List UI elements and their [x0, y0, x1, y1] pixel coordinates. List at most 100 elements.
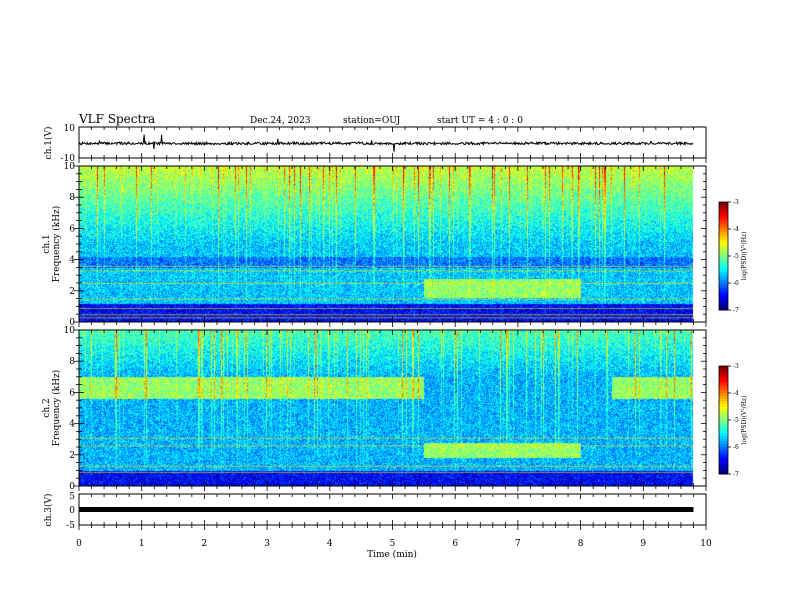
colorbar-swatch [719, 245, 728, 249]
colorbar-swatch [719, 226, 728, 230]
ch2-spectrogram-ytick-labels: 0 2 4 6 8 10 [64, 326, 76, 492]
colorbar-swatch [719, 422, 728, 426]
ch1-spectrogram-ylabel-channel: ch.1 [42, 234, 52, 253]
colorbar-swatch [719, 452, 728, 456]
colorbar-swatch [719, 291, 728, 295]
freq-tick-label: 6 [69, 224, 75, 234]
ch1-waveform-trace [78, 134, 694, 152]
freq-tick-label: 0 [69, 318, 75, 328]
station-label: station=OUJ [343, 116, 401, 126]
freq-tick-label: 4 [69, 420, 75, 430]
colorbar-swatch [719, 231, 728, 235]
ch2-spectrogram-panel: 0 2 4 6 8 10 ch.2 Frequency (kHz) [42, 326, 707, 492]
colorbar-swatch [719, 280, 728, 284]
colorbar-swatch [719, 266, 728, 270]
colorbar-swatch [719, 299, 728, 303]
colorbar-swatch [719, 293, 728, 297]
colorbar-swatch [719, 220, 728, 225]
colorbar-swatch [719, 393, 728, 397]
time-tick-label: 0 [76, 539, 82, 549]
colorbar-swatch [719, 237, 728, 241]
colorbar-swatch [719, 471, 728, 475]
colorbar-swatch [719, 239, 728, 243]
colorbar-tick-label: -4 [733, 390, 739, 397]
time-tick-label: 3 [264, 539, 270, 549]
ch3-waveform-ticks [78, 494, 707, 530]
colorbar-swatch [719, 202, 728, 206]
colorbar-label: log(PSD)(V²/Hz) [741, 396, 748, 445]
figure-title: VLF Spectra [78, 112, 155, 126]
ch2-spectrogram-heatmap [79, 330, 706, 486]
colorbar-swatch [719, 374, 728, 378]
freq-tick-label: 0 [69, 482, 75, 492]
colorbar-swatch [719, 387, 728, 391]
colorbar-swatch [719, 468, 728, 472]
colorbar-swatch [719, 272, 728, 276]
ch1-waveform-ylabel: ch.1(V) [43, 127, 54, 160]
ch1-waveform-panel: 10 -10 ch.1(V) [43, 124, 707, 164]
colorbar-label: log(PSD)(V²/Hz) [741, 232, 748, 281]
colorbar-swatch [719, 403, 728, 407]
time-tick-label: 7 [515, 539, 521, 549]
colorbar-swatch [719, 406, 728, 410]
ch2-colorbar: -3 -4 -5 -6 -7 log(PSD)(V²/Hz) [718, 363, 748, 478]
colorbar-swatch [719, 417, 728, 421]
colorbar-swatch [719, 420, 728, 424]
colorbar-swatch [719, 376, 728, 380]
ch3-waveform-ylabel: ch.3(V) [43, 494, 54, 527]
date-label: Dec.24, 2023 [250, 116, 311, 126]
colorbar-swatch [719, 264, 728, 268]
colorbar-swatch [719, 215, 728, 219]
time-tick-label: 6 [452, 539, 458, 549]
time-tick-label: 1 [139, 539, 145, 549]
colorbar-swatch [719, 285, 728, 289]
ch1-ytick-bottom: -10 [61, 154, 76, 164]
ch2-spectrogram-ticks [74, 329, 707, 491]
ch1-spectrogram-ylabel-frequency: Frequency (kHz) [51, 206, 62, 283]
colorbar-swatch [719, 296, 728, 300]
colorbar-swatch [719, 447, 728, 451]
colorbar-swatch [719, 256, 728, 260]
colorbar-swatch [719, 242, 728, 246]
ch1-colorbar: -3 -4 -5 -6 -7 log(PSD)(V²/Hz) [718, 199, 748, 314]
colorbar-swatch [719, 269, 728, 273]
ch1-spectrogram-ticks [74, 165, 707, 327]
colorbar-tick-label: -3 [733, 363, 739, 370]
ch2-spectrogram-ylabel-frequency: Frequency (kHz) [51, 370, 62, 447]
freq-tick-label: 8 [69, 193, 75, 203]
colorbar-swatch [719, 449, 728, 453]
time-xtick-labels: 0 1 2 3 4 5 6 7 8 9 10 [76, 539, 712, 549]
colorbar-swatch [719, 304, 728, 308]
colorbar-swatch [719, 441, 728, 445]
time-tick-label: 5 [390, 539, 396, 549]
freq-tick-label: 8 [69, 357, 75, 367]
colorbar-swatch [719, 283, 728, 287]
colorbar-swatch [719, 460, 728, 464]
colorbar-swatch [719, 395, 728, 399]
colorbar-swatch [719, 212, 728, 216]
colorbar-swatch [719, 390, 728, 394]
time-tick-label: 10 [700, 539, 712, 549]
colorbar-tick-label: -3 [733, 199, 739, 206]
ch3-waveform-panel: 5 0 -5 ch.3(V) 0 1 2 3 4 5 6 7 8 9 10 Time (min) [43, 492, 712, 560]
colorbar-swatch [719, 411, 728, 416]
colorbar-swatch [719, 428, 728, 432]
colorbar-swatch [719, 229, 728, 233]
freq-tick-label: 10 [64, 326, 76, 336]
colorbar-swatch [719, 436, 728, 440]
colorbar-tick-label: -7 [733, 471, 739, 478]
colorbar-swatch [719, 277, 728, 281]
ch3-ytick-middle: 0 [69, 506, 75, 516]
colorbar-swatch [719, 307, 728, 311]
colorbar-swatch [719, 366, 728, 370]
ch2-spectrogram-ylabel-channel: ch.2 [42, 398, 52, 417]
colorbar-swatch [719, 425, 728, 429]
colorbar-swatch [719, 455, 728, 459]
freq-tick-label: 2 [69, 287, 75, 297]
colorbar-swatch [719, 433, 728, 437]
ch3-ytick-bottom: -5 [66, 521, 75, 531]
colorbar-swatch [719, 463, 728, 467]
colorbar-swatch [719, 371, 728, 375]
freq-tick-label: 4 [69, 256, 75, 266]
colorbar-swatch [719, 288, 728, 292]
